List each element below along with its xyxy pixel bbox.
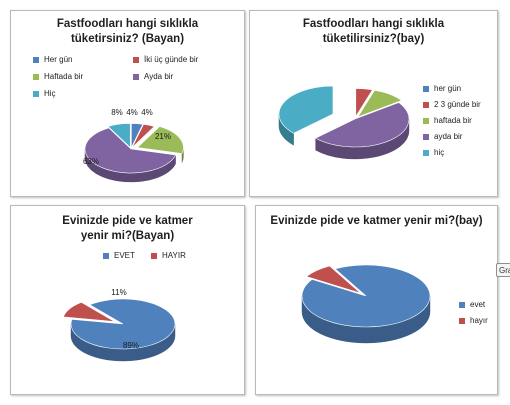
pie-chart-3: 89% 11% — [62, 288, 176, 362]
chart-title-2: Fastfoodları hangi sıklıkla tüketilirsin… — [302, 18, 445, 45]
legend-item: Hiç — [33, 88, 123, 104]
legend-item: 2 3 günde bir — [423, 99, 499, 115]
legend-label: Haftada bir — [44, 72, 84, 81]
chart-panel-1: Fastfoodları hangi sıklıkla tüketirsiniz… — [10, 10, 245, 197]
legend-label: Ayda bir — [144, 72, 174, 81]
legend-label: ayda bir — [434, 132, 463, 141]
legend-item: evet — [459, 299, 499, 315]
legend-swatch — [423, 118, 429, 124]
legend-item: İki üç günde bir — [133, 54, 243, 70]
legend-label: İki üç günde bir — [144, 55, 199, 64]
data-label: 21% — [155, 132, 171, 141]
pie-chart-2 — [278, 85, 410, 160]
legend-label: Hiç — [44, 89, 56, 98]
pie-slice — [301, 264, 431, 328]
legend-swatch — [423, 102, 429, 108]
legend-item: EVET — [103, 250, 151, 266]
legend-swatch — [133, 57, 139, 63]
legend-label: HAYIR — [162, 251, 186, 260]
pie-slice — [84, 127, 177, 174]
pie-chart-4 — [301, 264, 431, 344]
chart-title-4: Evinizde pide ve katmer yenir mi?(bay) — [270, 215, 483, 227]
legend-item: Haftada bir — [33, 71, 123, 87]
pie-slice — [305, 265, 361, 294]
pie-slice — [62, 301, 115, 322]
pie-slice — [70, 298, 176, 350]
legend-item: her gün — [423, 83, 499, 99]
pie-slice — [278, 85, 334, 134]
legend-label: hiç — [434, 148, 445, 157]
chart-panel-2: Fastfoodları hangi sıklıkla tüketilirsin… — [249, 10, 498, 197]
legend-swatch — [151, 253, 157, 259]
chart-legend-4: evet hayır — [459, 299, 499, 331]
legend-swatch — [459, 318, 465, 324]
data-label: 4% — [126, 108, 138, 117]
legend-label: 2 3 günde bir — [434, 100, 481, 109]
legend-item: haftada bir — [423, 115, 499, 131]
legend-item: HAYIR — [151, 250, 211, 266]
pie-slice — [357, 89, 403, 118]
chart-panel-4: Evinizde pide ve katmer yenir mi?(bay) e… — [255, 205, 498, 395]
pie-slice — [136, 126, 184, 154]
legend-swatch — [423, 150, 429, 156]
chart-legend-2: her gün 2 3 günde bir haftada bir ayda b… — [423, 83, 499, 163]
data-label: 11% — [111, 288, 126, 297]
pie-chart-1: 4% 4% 21% 63% 8% — [83, 108, 184, 183]
legend-item: Her gün — [33, 54, 123, 70]
legend-item: Ayda bir — [133, 71, 243, 87]
data-label: 8% — [111, 108, 123, 117]
legend-label: EVET — [114, 251, 135, 260]
legend-label: her gün — [434, 84, 462, 93]
pie-slice — [131, 123, 155, 148]
pie-slice — [355, 88, 373, 118]
pie-slice — [314, 102, 410, 148]
pie-slice — [131, 123, 144, 148]
legend-swatch — [423, 134, 429, 140]
tooltip-tag: Gra — [496, 263, 510, 277]
legend-swatch — [459, 302, 465, 308]
data-label: 4% — [141, 108, 153, 117]
legend-swatch — [33, 57, 39, 63]
legend-label: hayır — [470, 316, 488, 325]
legend-swatch — [133, 74, 139, 80]
data-label: 63% — [83, 157, 99, 166]
legend-swatch — [103, 253, 109, 259]
data-label: 89% — [123, 341, 139, 350]
pie-slice — [107, 123, 131, 149]
legend-item: ayda bir — [423, 131, 499, 147]
legend-swatch — [33, 74, 39, 80]
legend-item: hayır — [459, 315, 499, 331]
chart-panel-3: Evinizde pide ve katmer yenir mi?(Bayan)… — [10, 205, 245, 395]
chart-title-1: Fastfoodları hangi sıklıkla tüketirsiniz… — [56, 18, 199, 45]
legend-label: evet — [470, 300, 486, 309]
legend-label: Her gün — [44, 55, 73, 64]
chart-title-3: Evinizde pide ve katmer yenir mi?(Bayan) — [62, 215, 193, 242]
legend-swatch — [33, 91, 39, 97]
legend-swatch — [423, 86, 429, 92]
legend-label: haftada bir — [434, 116, 472, 125]
legend-item: hiç — [423, 147, 499, 163]
